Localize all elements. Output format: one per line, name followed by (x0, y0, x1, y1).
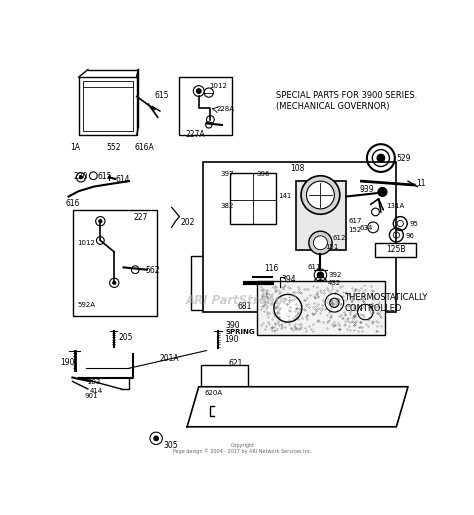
Bar (179, 77, 232, 135)
Text: 552: 552 (106, 143, 121, 151)
Text: 1012: 1012 (77, 241, 95, 247)
Bar (257, 281, 385, 335)
Text: 616A: 616A (135, 143, 155, 151)
Text: 394: 394 (282, 275, 296, 284)
Text: 617: 617 (348, 218, 362, 224)
Circle shape (292, 395, 315, 418)
Text: Copyright: Copyright (231, 443, 255, 448)
Circle shape (196, 89, 201, 93)
Text: SPRING: SPRING (226, 329, 255, 335)
Text: 11: 11 (416, 179, 425, 188)
Text: 397: 397 (220, 171, 234, 177)
Text: 681: 681 (237, 302, 252, 311)
Text: 96: 96 (406, 233, 415, 239)
Text: 227A: 227A (185, 130, 205, 139)
Text: 615: 615 (98, 172, 112, 181)
Text: 152: 152 (348, 227, 362, 233)
Circle shape (309, 231, 332, 254)
Text: 131A: 131A (386, 203, 404, 209)
Text: 1A: 1A (70, 143, 80, 151)
Polygon shape (187, 387, 408, 427)
Bar (79, 77, 137, 135)
Bar (296, 181, 346, 250)
Bar (73, 210, 157, 316)
Bar (82, 81, 133, 87)
Text: 228A: 228A (217, 106, 235, 112)
Bar (375, 243, 416, 256)
Circle shape (274, 295, 302, 322)
Text: 614: 614 (116, 175, 130, 184)
Circle shape (80, 176, 82, 179)
Circle shape (217, 398, 235, 416)
Text: 562: 562 (145, 266, 160, 275)
Text: 390: 390 (226, 321, 240, 330)
Circle shape (113, 281, 116, 284)
Text: 592A: 592A (77, 302, 95, 308)
Circle shape (99, 220, 102, 222)
Circle shape (330, 298, 339, 307)
Text: 190: 190 (60, 358, 74, 367)
Polygon shape (202, 275, 253, 290)
Text: 432: 432 (328, 280, 341, 286)
Text: 203: 203 (88, 379, 101, 385)
Text: 621: 621 (228, 359, 243, 368)
Bar (201, 365, 247, 388)
Circle shape (379, 411, 391, 424)
Text: 125B: 125B (386, 245, 405, 254)
Bar (191, 256, 300, 310)
Text: 227: 227 (134, 214, 148, 222)
Text: 116: 116 (264, 264, 279, 272)
Text: 151: 151 (325, 244, 338, 250)
Text: CONTROLLED: CONTROLLED (345, 303, 402, 313)
Text: 620A: 620A (205, 390, 223, 396)
Circle shape (317, 280, 324, 286)
Text: 612: 612 (333, 235, 346, 241)
Circle shape (313, 236, 328, 250)
Text: 205: 205 (119, 333, 133, 342)
Text: 382: 382 (220, 203, 234, 209)
Text: SPECIAL PARTS FOR 3900 SERIES.: SPECIAL PARTS FOR 3900 SERIES. (276, 91, 418, 100)
Text: 190: 190 (224, 335, 239, 344)
Circle shape (357, 304, 373, 320)
Circle shape (345, 394, 370, 419)
Text: 616: 616 (65, 199, 80, 208)
Circle shape (154, 436, 158, 441)
Text: 1012: 1012 (209, 83, 227, 90)
Text: 634: 634 (360, 225, 374, 231)
Text: 414: 414 (90, 387, 103, 393)
Circle shape (317, 272, 324, 278)
Text: (MECHANICAL GOVERNOR): (MECHANICAL GOVERNOR) (276, 102, 390, 111)
Text: 615: 615 (155, 91, 169, 100)
Bar (202, 162, 396, 312)
Text: 939: 939 (359, 185, 374, 194)
Circle shape (210, 391, 241, 422)
Circle shape (325, 294, 344, 312)
Circle shape (378, 187, 387, 197)
Text: 230: 230 (73, 172, 88, 181)
Text: 108: 108 (290, 164, 305, 173)
Text: 392: 392 (328, 272, 342, 278)
Circle shape (301, 176, 340, 214)
Text: Page design © 2004 - 2017 by ARI Network Services Inc.: Page design © 2004 - 2017 by ARI Network… (173, 449, 312, 454)
Text: THERMOSTATICALLY: THERMOSTATICALLY (345, 293, 428, 302)
Text: 611: 611 (307, 264, 321, 269)
Text: 201A: 201A (160, 354, 180, 364)
Text: 529: 529 (396, 154, 411, 163)
Text: 202: 202 (181, 218, 195, 227)
Bar (230, 174, 276, 224)
Text: 95: 95 (410, 221, 419, 227)
Bar (82, 83, 133, 131)
Circle shape (377, 154, 385, 162)
Text: ARI PartStream™: ARI PartStream™ (186, 294, 300, 307)
Circle shape (307, 181, 334, 209)
Text: 305: 305 (164, 441, 179, 450)
Text: 396: 396 (257, 171, 270, 177)
Text: 141: 141 (278, 193, 291, 199)
Text: 901: 901 (85, 393, 98, 399)
